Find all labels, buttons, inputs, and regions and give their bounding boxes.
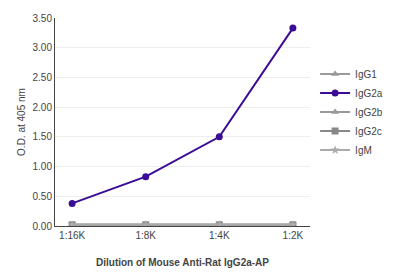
svg-text:3.00: 3.00 (33, 42, 53, 53)
svg-text:1:8K: 1:8K (135, 230, 156, 241)
svg-text:Dilution of Mouse Anti-Rat IgG: Dilution of Mouse Anti-Rat IgG2a-AP (96, 257, 269, 268)
svg-text:IgG2a: IgG2a (355, 88, 383, 99)
svg-text:0.00: 0.00 (33, 221, 53, 232)
svg-text:2.00: 2.00 (33, 102, 53, 113)
svg-text:1:2K: 1:2K (283, 230, 304, 241)
svg-text:IgM: IgM (355, 145, 372, 156)
svg-text:1.50: 1.50 (33, 131, 53, 142)
svg-text:IgG1: IgG1 (355, 69, 377, 80)
svg-text:IgG2c: IgG2c (355, 126, 382, 137)
svg-text:IgG2b: IgG2b (355, 107, 383, 118)
svg-text:3.50: 3.50 (33, 13, 53, 24)
svg-text:2.50: 2.50 (33, 72, 53, 83)
svg-text:0.50: 0.50 (33, 191, 53, 202)
svg-text:1:16K: 1:16K (59, 230, 85, 241)
svg-text:1.00: 1.00 (33, 161, 53, 172)
svg-text:1:4K: 1:4K (209, 230, 230, 241)
svg-text:O.D. at 405 nm: O.D. at 405 nm (16, 88, 27, 156)
